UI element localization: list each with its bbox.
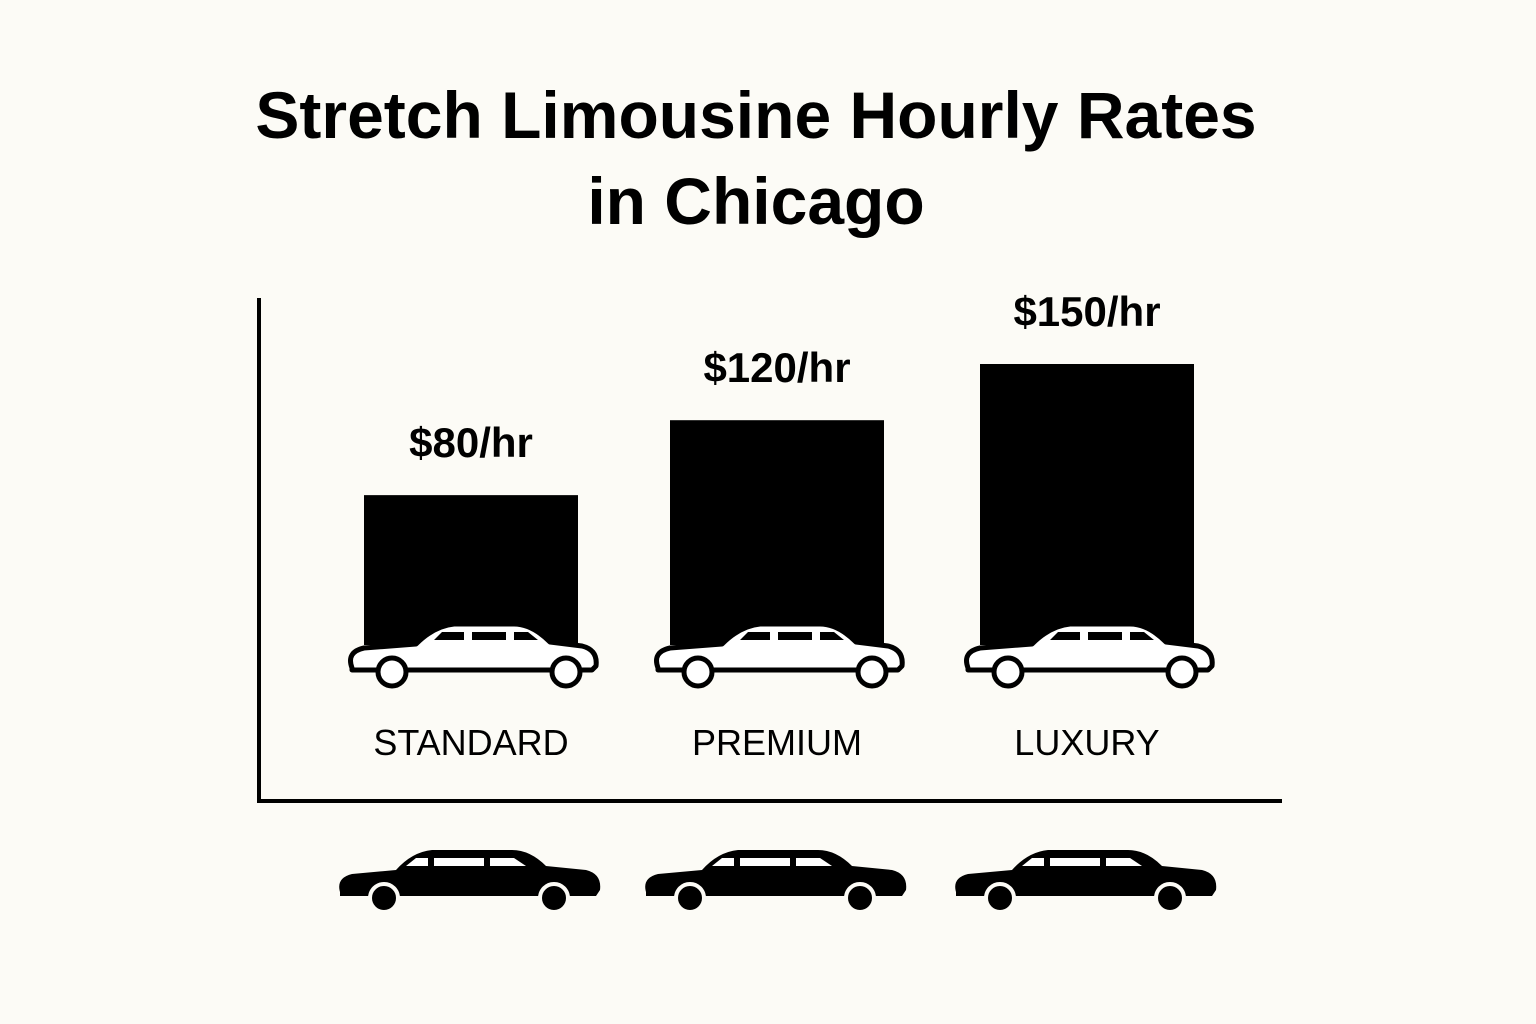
limo-icon bbox=[337, 848, 603, 914]
value-label: $80/hr bbox=[409, 419, 533, 466]
value-label: $120/hr bbox=[703, 344, 850, 391]
value-label: $150/hr bbox=[1013, 288, 1160, 335]
bar bbox=[670, 420, 884, 645]
x-tick-label: PREMIUM bbox=[692, 722, 862, 763]
bar bbox=[980, 364, 1194, 645]
x-tick-label: LUXURY bbox=[1014, 722, 1159, 763]
limo-icon bbox=[643, 848, 909, 914]
chart-title: Stretch Limousine Hourly Rates in Chicag… bbox=[255, 78, 1257, 238]
bar bbox=[364, 495, 578, 645]
x-tick-label: STANDARD bbox=[373, 722, 568, 763]
limo-icon bbox=[953, 848, 1219, 914]
